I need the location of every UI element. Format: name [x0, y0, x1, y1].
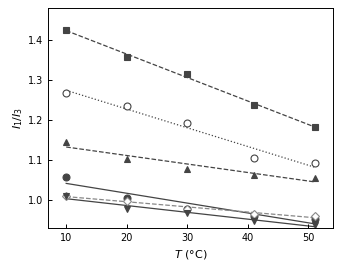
X-axis label: $T$ (°C): $T$ (°C): [174, 248, 207, 261]
Y-axis label: $I_1$/$I_3$: $I_1$/$I_3$: [11, 107, 25, 129]
